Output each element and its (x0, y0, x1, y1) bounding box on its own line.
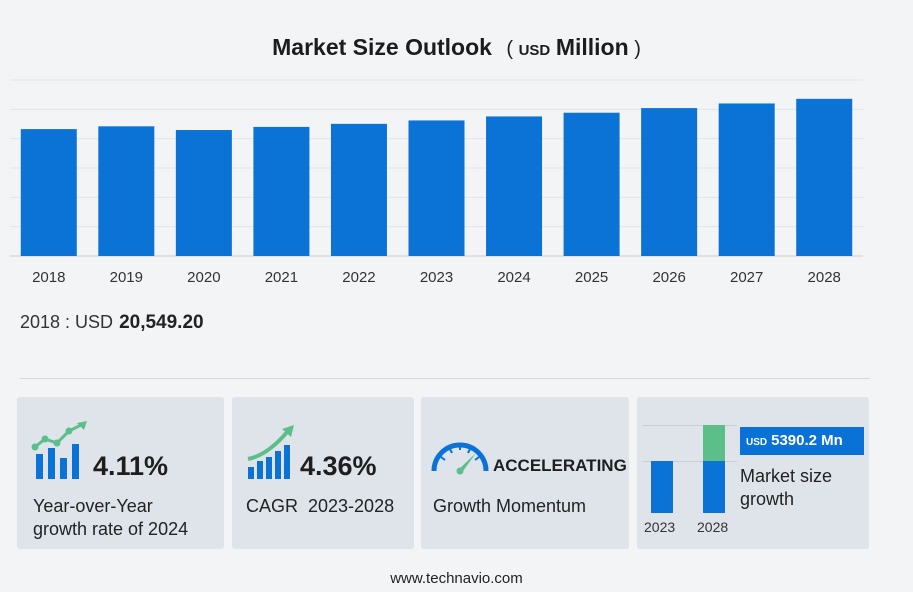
momentum-description: Growth Momentum (433, 496, 587, 516)
bar-2019 (98, 126, 155, 256)
x-tick-label-2021: 2021 (265, 269, 298, 286)
title-unit-scale: Million (555, 34, 629, 60)
growth-year-2028: 2028 (697, 519, 729, 535)
bar-chart: 2018 2019 2020 2021 2022 2023 2024 2025 2026 2027… (10, 79, 863, 286)
x-tick-label-2027: 2027 (730, 269, 763, 286)
speedometer-icon (431, 442, 489, 475)
x-tick-label-2025: 2025 (575, 269, 608, 286)
bar-2018 (20, 129, 77, 256)
growth-bar-increment (703, 425, 725, 461)
growth-gridline (643, 461, 737, 462)
title-main: Market Size Outlook (272, 34, 492, 60)
yoy-value: 4.11% (93, 451, 169, 481)
growth-value-badge: USD 5390.2 Mn (740, 427, 864, 455)
chart-title: Market Size Outlook ( USD Million ) (0, 34, 913, 61)
growth-description: Market size growth (740, 466, 833, 509)
bar-2022 (330, 123, 387, 256)
growth-badge-value: 5390.2 Mn (771, 432, 843, 449)
bar-2023 (408, 120, 465, 256)
cagr-card: 4.36% CAGR 2023-2028 (232, 397, 414, 549)
bar-2024 (486, 116, 543, 256)
bar-2021 (253, 126, 310, 256)
yoy-card: 4.11% Year-over-Year growth rate of 2024 (17, 397, 224, 549)
x-tick-label-2024: 2024 (497, 269, 530, 286)
growth-gridline (643, 425, 737, 426)
x-tick-label-2018: 2018 (32, 269, 65, 286)
growth-card (637, 397, 869, 549)
bar-2025 (563, 112, 620, 256)
base-year-amount: 20,549.20 (119, 312, 204, 333)
title-unit: ( USD Million ) (506, 34, 641, 60)
footer-url: www.technavio.com (390, 570, 523, 587)
base-year-label: 2018 : USD (20, 312, 114, 332)
growth-year-2023: 2023 (644, 519, 676, 535)
title-unit-currency: USD (518, 42, 551, 59)
cagr-description: CAGR 2023-2028 (246, 496, 395, 516)
x-tick-label-2022: 2022 (342, 269, 375, 286)
bar-2026 (641, 108, 698, 257)
yoy-description: Year-over-Year growth rate of 2024 (33, 496, 189, 539)
growth-badge-currency: USD (746, 437, 768, 448)
x-tick-label-2028: 2028 (808, 269, 841, 286)
yoy-bar-chart-icon (31, 421, 87, 479)
cagr-growth-icon (247, 425, 294, 479)
x-tick-label-2026: 2026 (652, 269, 685, 286)
growth-bar-2028 (703, 461, 725, 513)
x-tick-label-2023: 2023 (420, 269, 453, 286)
x-tick-label-2020: 2020 (187, 269, 220, 286)
bar-2027 (718, 103, 775, 256)
x-tick-label-2019: 2019 (110, 269, 143, 286)
cagr-value: 4.36% (300, 451, 377, 481)
section-divider (20, 378, 870, 379)
base-year-value: 2018 : USD 20,549.20 (20, 312, 204, 334)
growth-bar-2023 (651, 461, 673, 513)
bar-2020 (175, 130, 232, 256)
momentum-card: ACCELERATING Growth Momentum (421, 397, 629, 549)
momentum-value: ACCELERATING (493, 456, 627, 475)
bar-2028 (796, 98, 853, 256)
